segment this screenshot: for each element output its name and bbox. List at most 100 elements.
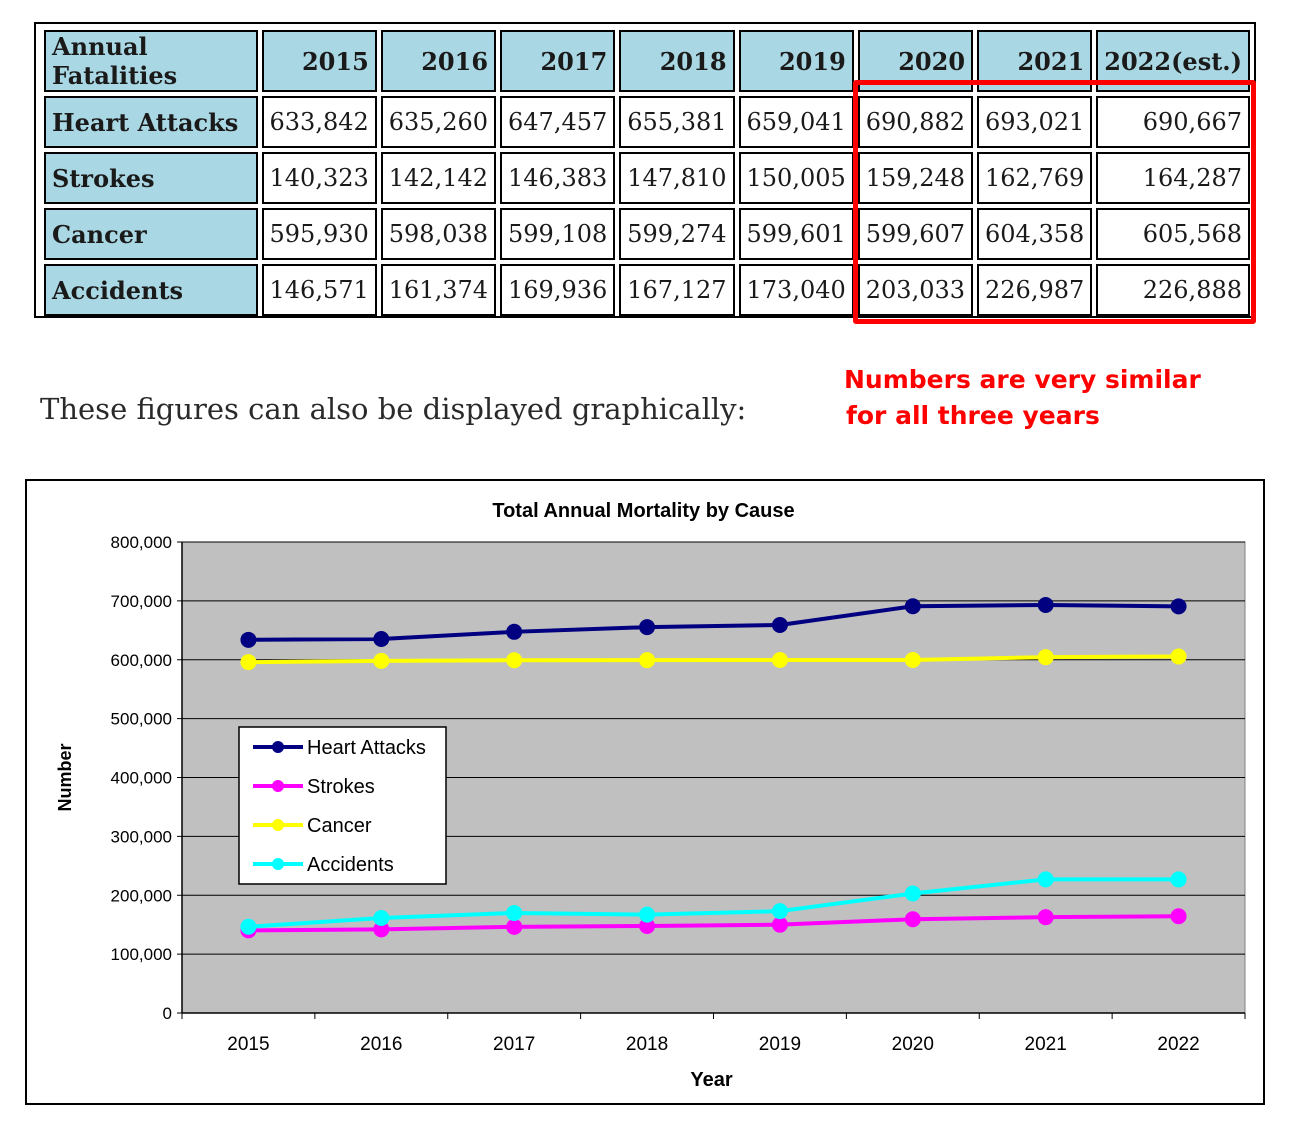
data-point-accidents — [1037, 871, 1054, 888]
table-cell: 162,769 — [977, 152, 1093, 204]
legend-label-cancer: Cancer — [307, 815, 372, 837]
table-cell: 655,381 — [619, 96, 735, 148]
data-point-strokes — [506, 918, 523, 935]
data-point-cancer — [240, 654, 257, 671]
legend-label-heart-attacks: Heart Attacks — [307, 737, 426, 759]
data-point-strokes — [1170, 908, 1187, 925]
data-point-cancer — [904, 651, 921, 668]
data-point-heart-attacks — [639, 619, 656, 636]
table-cell: 659,041 — [738, 96, 854, 148]
table-cell: 159,248 — [857, 152, 974, 204]
legend-marker-strokes — [272, 780, 284, 792]
mortality-chart: 0 100,000 200,000 300,000 400,000 500,000 600,… — [55, 500, 1246, 1091]
table-header-row: Annual Fatalities 2015 2016 2017 2018 20… — [44, 30, 1250, 92]
year-header-2021: 2021 — [977, 30, 1093, 92]
data-point-accidents — [904, 885, 921, 902]
table-cell: 150,005 — [738, 152, 854, 204]
year-header-2020: 2020 — [857, 30, 974, 92]
x-tick-label: 2018 — [626, 1034, 668, 1055]
data-point-heart-attacks — [373, 630, 390, 647]
year-header-2017: 2017 — [500, 30, 616, 92]
annotation-note: Numbers are very similar for all three y… — [844, 362, 1224, 434]
row-header: Accidents — [44, 264, 258, 316]
data-point-accidents — [639, 906, 656, 923]
y-tick-label: 200,000 — [111, 886, 172, 905]
table-cell: 142,142 — [380, 152, 497, 204]
table-row: Cancer 595,930 598,038 599,108 599,274 5… — [44, 208, 1250, 260]
annotation-line-1: Numbers are very similar — [844, 365, 1201, 394]
row-header: Heart Attacks — [44, 96, 258, 148]
table-cell: 161,374 — [380, 264, 497, 316]
data-point-strokes — [373, 921, 390, 938]
table-corner-header: Annual Fatalities — [44, 30, 258, 92]
legend-label-strokes: Strokes — [307, 776, 375, 798]
table-row: Accidents 146,571 161,374 169,936 167,12… — [44, 264, 1250, 316]
row-header: Strokes — [44, 152, 258, 204]
data-point-heart-attacks — [1170, 598, 1187, 615]
fatalities-table: Annual Fatalities 2015 2016 2017 2018 20… — [40, 26, 1254, 320]
series-line-cancer — [248, 654, 1179, 665]
x-tick-label: 2017 — [493, 1034, 535, 1055]
table-cell: 647,457 — [500, 96, 616, 148]
y-tick-label: 0 — [163, 1004, 172, 1023]
x-tick-label: 2019 — [759, 1034, 801, 1055]
data-point-heart-attacks — [904, 598, 921, 615]
table-cell: 203,033 — [857, 264, 974, 316]
annotation-line-2: for all three years — [846, 401, 1100, 430]
y-axis-title: Number — [55, 743, 75, 811]
y-tick-label: 100,000 — [111, 945, 172, 964]
table-cell: 599,601 — [738, 208, 854, 260]
table-row: Strokes 140,323 142,142 146,383 147,810 … — [44, 152, 1250, 204]
data-point-strokes — [904, 911, 921, 928]
table-cell: 146,383 — [500, 152, 616, 204]
data-point-cancer — [1170, 648, 1187, 665]
y-tick-label: 800,000 — [111, 533, 172, 552]
data-point-heart-attacks — [771, 616, 788, 633]
table-cell: 693,021 — [977, 96, 1093, 148]
data-point-cancer — [1037, 649, 1054, 666]
data-point-strokes — [639, 917, 656, 934]
legend-box — [238, 726, 447, 885]
table-cell: 167,127 — [619, 264, 735, 316]
data-point-heart-attacks — [506, 623, 523, 640]
year-header-2022: 2022(est.) — [1096, 30, 1250, 92]
caption-text: These figures can also be displayed grap… — [40, 392, 747, 426]
x-axis-title: Year — [690, 1069, 732, 1091]
data-point-accidents — [1170, 871, 1187, 888]
chart-title: Total Annual Mortality by Cause — [492, 500, 794, 522]
data-point-heart-attacks — [240, 631, 257, 648]
table-cell: 635,260 — [380, 96, 497, 148]
x-tick-label: 2021 — [1025, 1034, 1067, 1055]
x-tick-label: 2015 — [227, 1034, 269, 1055]
table-cell: 140,323 — [261, 152, 377, 204]
fatalities-table-container: Annual Fatalities 2015 2016 2017 2018 20… — [34, 22, 1256, 318]
table-cell: 595,930 — [261, 208, 377, 260]
data-point-accidents — [506, 904, 523, 921]
table-cell: 690,667 — [1096, 96, 1250, 148]
table-cell: 173,040 — [738, 264, 854, 316]
legend-label-accidents: Accidents — [307, 854, 394, 876]
table-cell: 599,607 — [857, 208, 974, 260]
table-row: Heart Attacks 633,842 635,260 647,457 65… — [44, 96, 1250, 148]
year-header-2019: 2019 — [738, 30, 854, 92]
x-tick-label: 2022 — [1157, 1034, 1199, 1055]
series-line-heart-attacks — [248, 602, 1179, 642]
legend-marker-accidents — [272, 858, 284, 870]
data-point-accidents — [771, 903, 788, 920]
table-cell: 690,882 — [857, 96, 974, 148]
table-cell: 633,842 — [261, 96, 377, 148]
data-point-cancer — [506, 652, 523, 669]
series-line-strokes — [248, 914, 1179, 933]
y-tick-label: 700,000 — [111, 592, 172, 611]
data-point-strokes — [1037, 909, 1054, 926]
y-tick-label: 400,000 — [111, 769, 172, 788]
y-tick-label: 500,000 — [111, 710, 172, 729]
legend-marker-heart-attacks — [272, 741, 284, 753]
y-tick-label: 300,000 — [111, 827, 172, 846]
table-cell: 604,358 — [977, 208, 1093, 260]
data-point-accidents — [240, 918, 257, 935]
data-point-cancer — [373, 652, 390, 669]
x-tick-label: 2016 — [360, 1034, 402, 1055]
series-line-accidents — [248, 877, 1179, 929]
table-cell: 599,108 — [500, 208, 616, 260]
